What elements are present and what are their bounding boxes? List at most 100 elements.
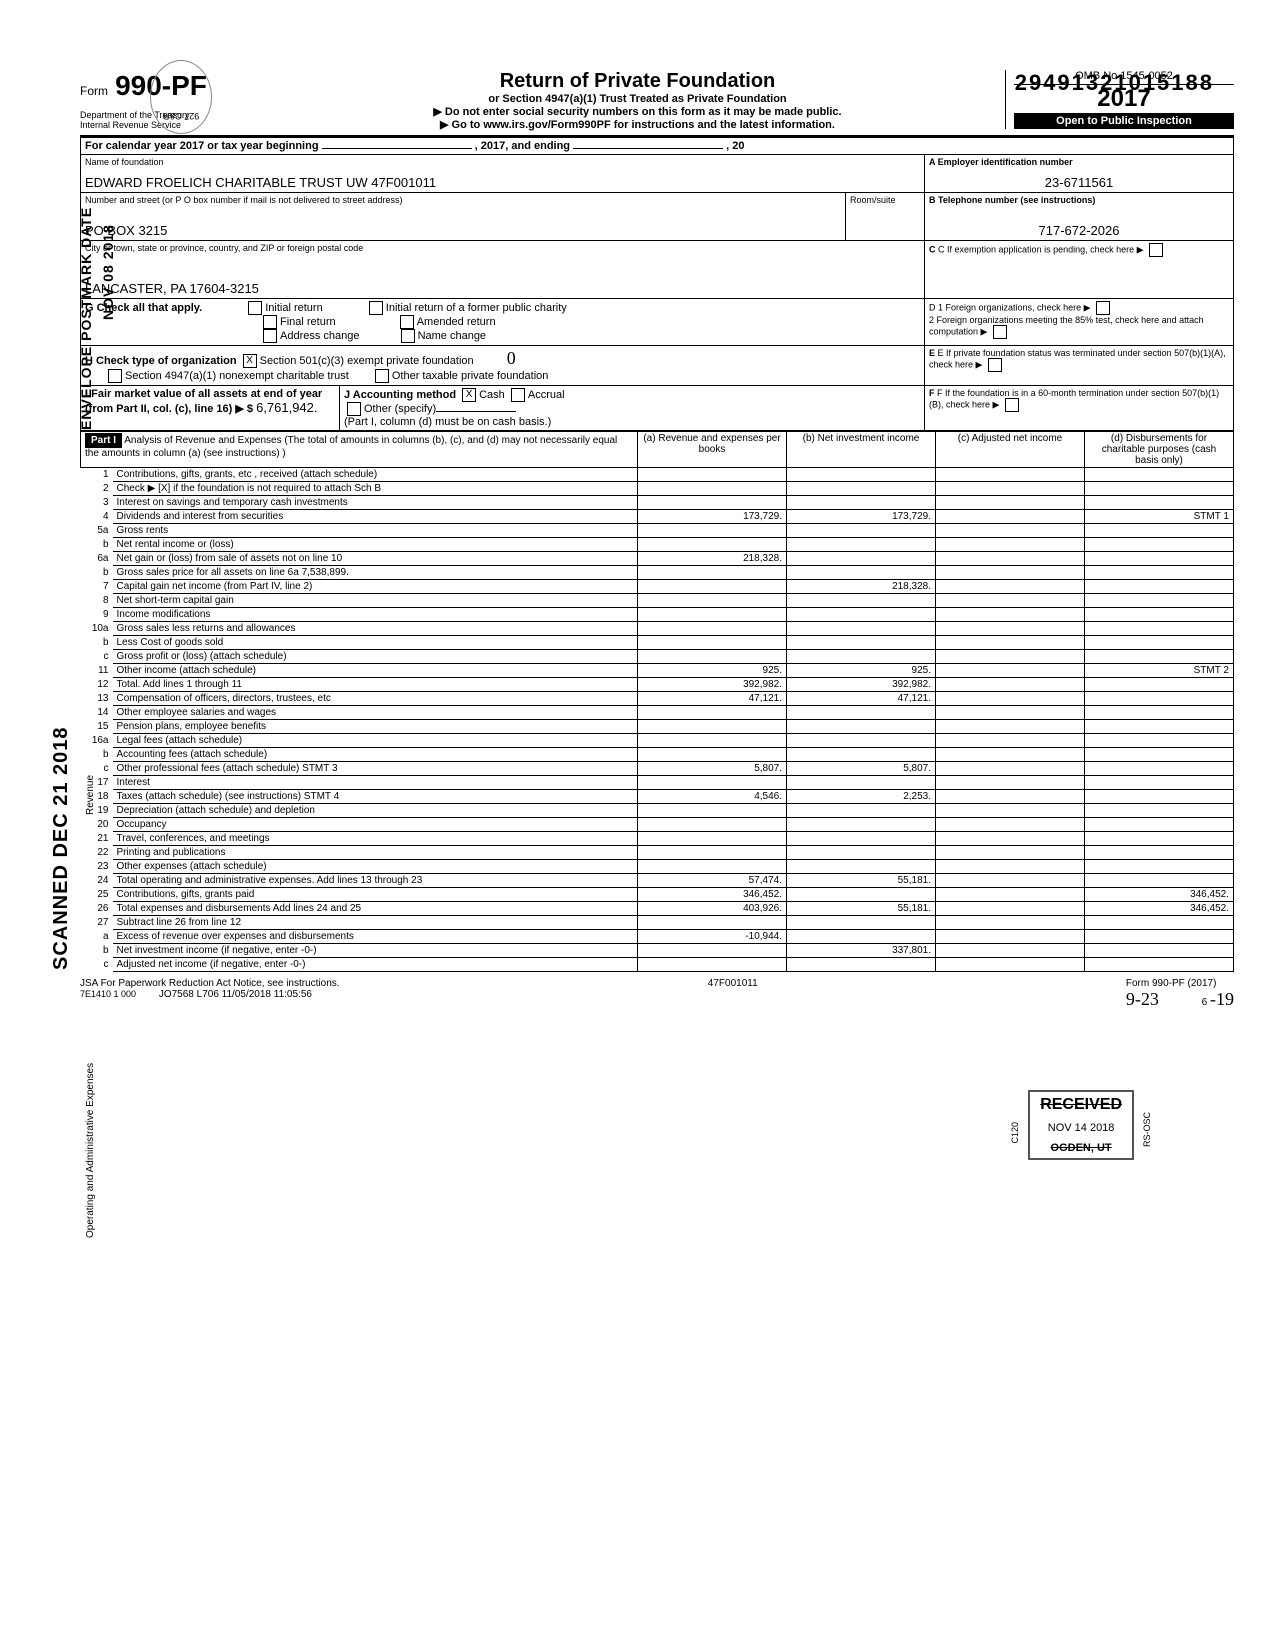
line-d: [1085, 692, 1234, 706]
line-a: [638, 636, 787, 650]
line-desc: Net short-term capital gain: [113, 594, 638, 608]
line-desc: Gross rents: [113, 524, 638, 538]
batch: JO7568 L706 11/05/2018 11:05:56: [159, 989, 312, 1000]
line-num: b: [81, 636, 113, 650]
line-d: [1085, 846, 1234, 860]
g4-checkbox[interactable]: [400, 315, 414, 329]
line-a: [638, 538, 787, 552]
line-d: [1085, 524, 1234, 538]
g1-checkbox[interactable]: [248, 301, 262, 315]
line-c: [936, 608, 1085, 622]
hw-date: 9-23: [1126, 989, 1159, 1009]
line-c: [936, 538, 1085, 552]
table-row: 18Taxes (attach schedule) (see instructi…: [81, 790, 1234, 804]
line-d: [1085, 496, 1234, 510]
hand-zero: 0: [507, 348, 516, 368]
line-desc: Subtract line 26 from line 12: [113, 916, 638, 930]
c-checkbox[interactable]: [1149, 243, 1163, 257]
line-a: [638, 594, 787, 608]
line-d: [1085, 636, 1234, 650]
table-row: bNet rental income or (loss): [81, 538, 1234, 552]
c-label: C C If exemption application is pending,…: [929, 243, 1229, 257]
address: PO BOX 3215: [85, 223, 841, 238]
received-date: NOV 14 2018: [1040, 1122, 1122, 1134]
d2-checkbox[interactable]: [993, 325, 1007, 339]
line-c: [936, 678, 1085, 692]
table-row: 5aGross rents: [81, 524, 1234, 538]
line-a: [638, 524, 787, 538]
table-row: 25Contributions, gifts, grants paid346,4…: [81, 888, 1234, 902]
line-d: [1085, 538, 1234, 552]
line-b: 2,253.: [787, 790, 936, 804]
line-c: [936, 944, 1085, 958]
h3-checkbox[interactable]: [375, 369, 389, 383]
line-b: [787, 916, 936, 930]
line-a: [638, 958, 787, 972]
line-b: [787, 734, 936, 748]
line-c: [936, 552, 1085, 566]
revenue-label: Revenue: [85, 730, 96, 860]
line-a: [638, 734, 787, 748]
line-b: [787, 776, 936, 790]
line-c: [936, 804, 1085, 818]
form-title: Return of Private Foundation: [270, 70, 1005, 93]
line-b: [787, 804, 936, 818]
h2-checkbox[interactable]: [108, 369, 122, 383]
col-a: (a) Revenue and expenses per books: [638, 432, 787, 468]
g1: Initial return: [265, 302, 322, 314]
line-b: 55,181.: [787, 902, 936, 916]
line-d: [1085, 566, 1234, 580]
line-a: [638, 860, 787, 874]
line-num: 3: [81, 496, 113, 510]
j2-checkbox[interactable]: [511, 388, 525, 402]
g3-checkbox[interactable]: [263, 315, 277, 329]
g4: Amended return: [417, 316, 496, 328]
line-a: [638, 580, 787, 594]
line-c: [936, 650, 1085, 664]
table-row: bAccounting fees (attach schedule): [81, 748, 1234, 762]
j3-checkbox[interactable]: [347, 402, 361, 416]
table-row: 12Total. Add lines 1 through 11392,982.3…: [81, 678, 1234, 692]
g5: Address change: [280, 330, 360, 342]
table-row: 11Other income (attach schedule)925.925.…: [81, 664, 1234, 678]
e-checkbox[interactable]: [988, 358, 1002, 372]
line-desc: Accounting fees (attach schedule): [113, 748, 638, 762]
d1-checkbox[interactable]: [1096, 301, 1110, 315]
cal-mid: , 2017, and ending: [475, 140, 570, 152]
line-num: 24: [81, 874, 113, 888]
line-d: [1085, 916, 1234, 930]
table-row: 3Interest on savings and temporary cash …: [81, 496, 1234, 510]
table-row: 26Total expenses and disbursements Add l…: [81, 902, 1234, 916]
h1-checkbox[interactable]: X: [243, 354, 257, 368]
table-row: 8Net short-term capital gain: [81, 594, 1234, 608]
e-label: E E If private foundation status was ter…: [925, 346, 1233, 385]
line-a: [638, 804, 787, 818]
hw-year: -19: [1210, 989, 1234, 1009]
line-a: 47,121.: [638, 692, 787, 706]
received-stamp: RECEIVED NOV 14 2018 OGDEN, UT C120 RS-O…: [1028, 1090, 1134, 1160]
line-b: [787, 650, 936, 664]
g2-checkbox[interactable]: [369, 301, 383, 315]
j1-checkbox[interactable]: X: [462, 388, 476, 402]
city: LANCASTER, PA 17604-3215: [85, 281, 920, 296]
line-desc: Total operating and administrative expen…: [113, 874, 638, 888]
line-c: [936, 734, 1085, 748]
line-a: 346,452.: [638, 888, 787, 902]
table-row: 9Income modifications: [81, 608, 1234, 622]
line-desc: Net investment income (if negative, ente…: [113, 944, 638, 958]
j-label: J Accounting method: [344, 389, 456, 401]
line-d: [1085, 622, 1234, 636]
g5-checkbox[interactable]: [263, 329, 277, 343]
line-b: [787, 930, 936, 944]
envelope-label: ENVELOPE POSTMARK DATE: [78, 207, 94, 430]
i-value: 6,761,942.: [256, 400, 317, 415]
line-c: [936, 874, 1085, 888]
table-row: bGross sales price for all assets on lin…: [81, 566, 1234, 580]
g6-checkbox[interactable]: [401, 329, 415, 343]
line-desc: Gross sales less returns and allowances: [113, 622, 638, 636]
line-a: 392,982.: [638, 678, 787, 692]
line-b: 55,181.: [787, 874, 936, 888]
table-row: 23Other expenses (attach schedule): [81, 860, 1234, 874]
f-checkbox[interactable]: [1005, 398, 1019, 412]
line-d: [1085, 580, 1234, 594]
